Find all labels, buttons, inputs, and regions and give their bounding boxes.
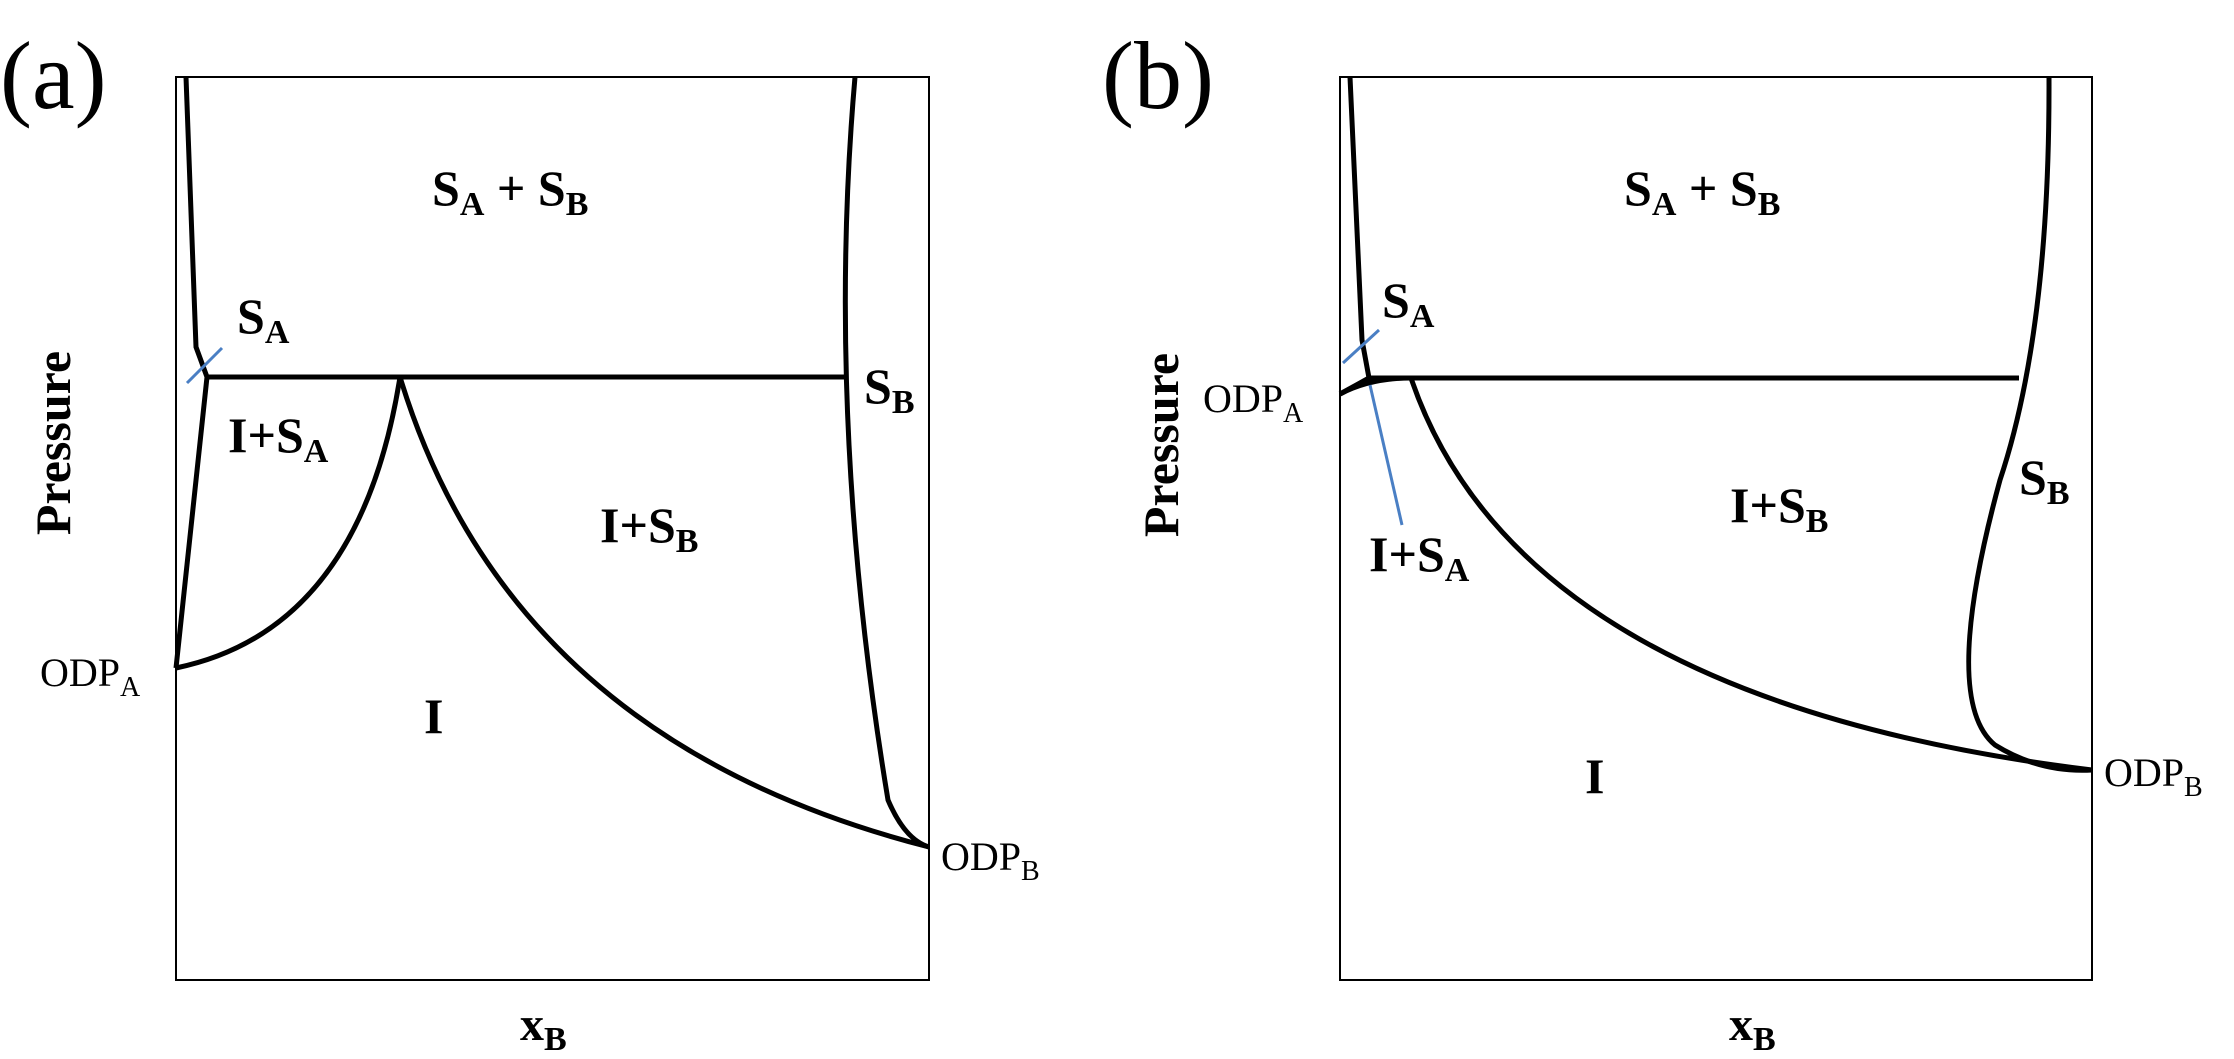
panel-b: (b) SA + SB SA SB I+SA I+SB I ODPA ODPB … [1102,22,2203,1058]
panel-b-sa-solvus [1347,76,1372,379]
panel-a-boundaries [173,76,930,850]
panel-a-region-i-sb: I+SB [600,497,698,560]
panel-a-sa-solvus [173,76,210,669]
panel-b-odpa-label: ODPA [1203,376,1304,429]
panel-a-sb-solvus [842,76,930,850]
panel-b-liquidus-b [1408,377,2093,773]
panel-b-region-i-sb: I+SB [1730,477,1828,540]
panel-b-boundaries [1338,76,2093,773]
panel-a: (a) SA + SB SA SB I+SA I+SB I ODPA ODPB … [0,22,1040,1058]
panel-a-odpb-label: ODPB [941,834,1040,887]
panel-b-region-i-sa: I+SA [1369,526,1470,589]
panel-a-odpa-label: ODPA [40,650,141,703]
panel-a-sa-pointer [185,346,224,385]
panel-a-region-i-sa: I+SA [228,407,329,470]
panel-a-frame [175,76,930,981]
panel-b-region-i: I [1585,748,1604,804]
panel-b-sa-pointer [1341,328,1381,365]
panel-a-liquidus-a [175,376,403,671]
panel-a-y-axis-label: Pressure [25,351,81,535]
panel-a-region-sa-sb: SA + SB [432,160,588,223]
panel-b-x-axis-label: xB [1729,998,1776,1058]
panel-a-region-sa: SA [237,288,290,351]
panel-b-liquidus-a [1338,375,1412,397]
panel-b-i-sa-pointer [1368,384,1404,526]
panel-b-region-sb: SB [2019,449,2070,512]
panel-a-label: (a) [0,22,107,129]
panel-b-region-sa: SA [1382,272,1435,335]
panel-b-region-sa-sb: SA + SB [1624,160,1780,223]
panel-a-region-sb: SB [864,358,915,421]
panel-b-sb-solvus [1966,76,2093,773]
panel-b-frame [1339,76,2093,981]
panel-b-odpb-label: ODPB [2104,750,2203,803]
panel-b-y-axis-label: Pressure [1133,353,1189,537]
panel-a-x-axis-label: xB [520,998,567,1058]
panel-b-label: (b) [1102,22,1214,129]
panel-a-liquidus-b [397,376,930,850]
panel-a-region-i: I [424,688,443,744]
